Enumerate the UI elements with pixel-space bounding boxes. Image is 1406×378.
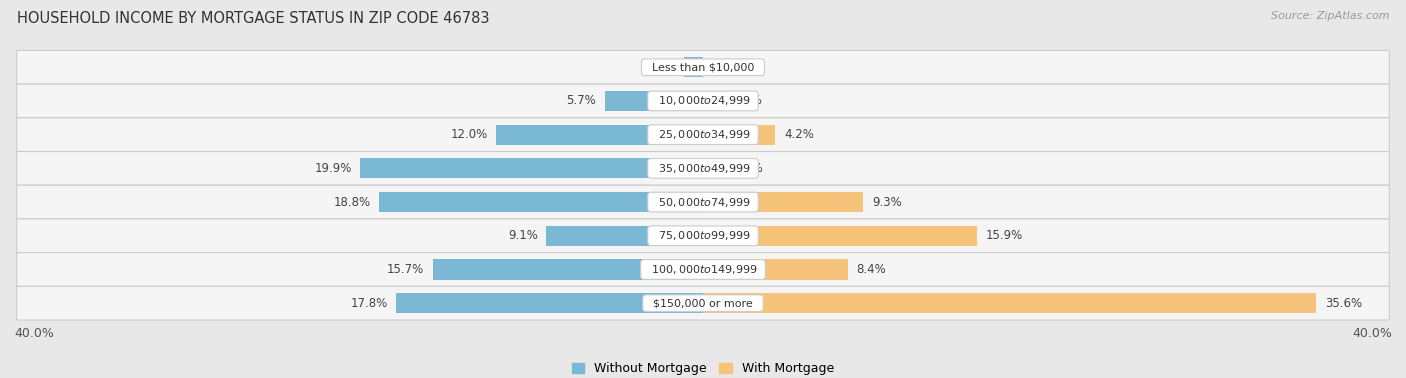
Bar <box>380 192 703 212</box>
Text: $25,000 to $34,999: $25,000 to $34,999 <box>651 128 755 141</box>
FancyBboxPatch shape <box>17 118 1389 152</box>
Bar <box>703 259 848 280</box>
Text: 17.8%: 17.8% <box>350 297 388 310</box>
Text: 8.4%: 8.4% <box>856 263 886 276</box>
FancyBboxPatch shape <box>17 286 1389 320</box>
Text: 1.3%: 1.3% <box>734 162 763 175</box>
Bar <box>703 158 725 178</box>
Text: 12.0%: 12.0% <box>450 128 488 141</box>
Text: 9.1%: 9.1% <box>508 229 537 242</box>
Text: $35,000 to $49,999: $35,000 to $49,999 <box>651 162 755 175</box>
Legend: Without Mortgage, With Mortgage: Without Mortgage, With Mortgage <box>567 357 839 378</box>
Bar <box>547 226 703 246</box>
Bar <box>703 125 775 145</box>
Text: $10,000 to $24,999: $10,000 to $24,999 <box>651 94 755 107</box>
Bar <box>703 226 977 246</box>
Text: $50,000 to $74,999: $50,000 to $74,999 <box>651 195 755 209</box>
Bar <box>703 293 1316 313</box>
Text: 1.2%: 1.2% <box>733 94 762 107</box>
Text: 35.6%: 35.6% <box>1324 297 1362 310</box>
FancyBboxPatch shape <box>17 253 1389 286</box>
Text: 19.9%: 19.9% <box>315 162 352 175</box>
Text: 40.0%: 40.0% <box>1353 327 1392 340</box>
Bar <box>703 91 724 111</box>
Bar <box>496 125 703 145</box>
Text: 15.9%: 15.9% <box>986 229 1022 242</box>
FancyBboxPatch shape <box>17 50 1389 84</box>
Text: $75,000 to $99,999: $75,000 to $99,999 <box>651 229 755 242</box>
Bar <box>433 259 703 280</box>
Text: HOUSEHOLD INCOME BY MORTGAGE STATUS IN ZIP CODE 46783: HOUSEHOLD INCOME BY MORTGAGE STATUS IN Z… <box>17 11 489 26</box>
Text: 9.3%: 9.3% <box>872 195 901 209</box>
Bar <box>685 57 703 77</box>
Text: 1.1%: 1.1% <box>645 61 675 74</box>
Text: 0.0%: 0.0% <box>711 61 741 74</box>
Text: 18.8%: 18.8% <box>333 195 371 209</box>
Bar <box>360 158 703 178</box>
Text: 5.7%: 5.7% <box>567 94 596 107</box>
Bar <box>605 91 703 111</box>
Text: 4.2%: 4.2% <box>785 128 814 141</box>
Text: Less than $10,000: Less than $10,000 <box>645 62 761 72</box>
FancyBboxPatch shape <box>17 219 1389 253</box>
Text: $150,000 or more: $150,000 or more <box>647 298 759 308</box>
Bar <box>703 192 863 212</box>
Text: 15.7%: 15.7% <box>387 263 425 276</box>
Text: $100,000 to $149,999: $100,000 to $149,999 <box>644 263 762 276</box>
Text: Source: ZipAtlas.com: Source: ZipAtlas.com <box>1271 11 1389 21</box>
FancyBboxPatch shape <box>17 185 1389 219</box>
Bar <box>396 293 703 313</box>
FancyBboxPatch shape <box>17 152 1389 185</box>
FancyBboxPatch shape <box>17 84 1389 118</box>
Text: 40.0%: 40.0% <box>14 327 53 340</box>
